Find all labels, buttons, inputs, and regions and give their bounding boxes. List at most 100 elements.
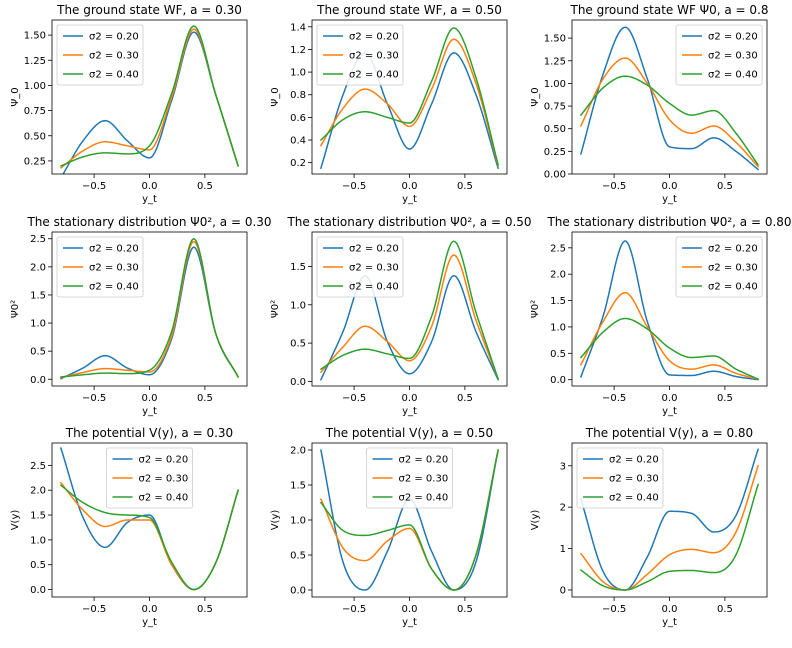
y-tick-label: 3	[560, 461, 566, 472]
series-line-3	[580, 317, 759, 380]
y-axis-label: Ψ0²	[10, 300, 21, 318]
x-axis-label: y_t	[402, 406, 417, 417]
y-tick-label: 1.25	[544, 56, 566, 67]
x-tick-label: 0.5	[457, 393, 473, 404]
legend-label-3: σ2 = 0.40	[399, 493, 449, 504]
y-tick-label: 0.6	[290, 113, 306, 124]
plot-area	[580, 448, 759, 591]
legend-frame	[56, 236, 144, 298]
legend-frame	[106, 447, 193, 509]
x-tick-label: 0.5	[197, 393, 213, 404]
series-line-2	[580, 291, 759, 380]
y-tick-label: 1.5	[550, 296, 566, 307]
x-axis-label: y_t	[662, 617, 677, 628]
x-tick-label: −0.5	[342, 393, 366, 404]
legend: σ2 = 0.20 σ2 = 0.30 σ2 = 0.40	[316, 24, 404, 86]
series-line-3	[60, 237, 239, 378]
legend-label-2: σ2 = 0.30	[609, 474, 659, 485]
legend-label-3: σ2 = 0.40	[89, 70, 139, 81]
y-tick-label: 0.25	[24, 156, 46, 167]
y-axis-label: Ψ0²	[270, 300, 281, 318]
legend: σ2 = 0.20 σ2 = 0.30 σ2 = 0.40	[106, 447, 193, 509]
legend-frame	[675, 24, 763, 86]
x-axis-label: y_t	[402, 617, 417, 628]
legend-frame	[316, 236, 404, 298]
y-tick-label: 0.0	[30, 585, 46, 596]
subplot-3: The ground state WF Ψ0, a = 0.8 −0.5 0.0 0.…	[530, 3, 769, 205]
legend: σ2 = 0.20 σ2 = 0.30 σ2 = 0.40	[56, 236, 144, 298]
legend: σ2 = 0.20 σ2 = 0.30 σ2 = 0.40	[576, 447, 664, 509]
x-tick-label: 0.0	[662, 393, 678, 404]
legend-label-2: σ2 = 0.30	[708, 263, 758, 274]
y-tick-label: 0	[560, 585, 566, 596]
x-tick-label: 0.0	[402, 181, 418, 192]
y-tick-label: 0.4	[290, 136, 306, 147]
panel-title: The stationary distribution Ψ0², a = 0.8…	[546, 215, 791, 229]
y-tick-label: 0.75	[24, 106, 46, 117]
y-tick-label: 0.0	[290, 586, 306, 597]
y-tick-label: 2.0	[30, 486, 46, 497]
x-tick-label: 0.0	[662, 181, 678, 192]
x-tick-label: 0.0	[142, 604, 158, 615]
legend-label-3: σ2 = 0.40	[89, 282, 139, 293]
subplot-6: The stationary distribution Ψ0², a = 0.8…	[530, 215, 792, 417]
series-line-1	[320, 274, 499, 381]
legend-label-1: σ2 = 0.20	[399, 455, 449, 466]
panel-title: The ground state WF, a = 0.50	[316, 3, 502, 17]
y-axis-label: V(y)	[10, 510, 21, 531]
y-tick-label: 2	[560, 503, 566, 514]
legend-frame	[576, 447, 664, 509]
series-line-3	[320, 449, 499, 591]
x-tick-label: −0.5	[602, 604, 626, 615]
series-line-3	[580, 483, 759, 591]
y-tick-label: 0.5	[290, 339, 306, 350]
series-line-2	[580, 465, 759, 591]
plot-area	[60, 447, 239, 591]
x-tick-label: −0.5	[82, 181, 106, 192]
y-tick-label: 1.50	[544, 34, 566, 45]
y-tick-label: 1.0	[290, 516, 306, 527]
legend-label-1: σ2 = 0.20	[708, 32, 758, 43]
y-axis-label: Ψ0²	[530, 300, 541, 318]
y-axis-label: Ψ_0	[10, 87, 21, 106]
x-tick-label: 0.0	[402, 604, 418, 615]
legend-frame	[56, 24, 144, 86]
legend-label-1: σ2 = 0.20	[349, 244, 399, 255]
legend-frame	[316, 24, 404, 86]
x-axis-label: y_t	[142, 406, 157, 417]
y-tick-label: 1.00	[24, 81, 46, 92]
series-line-3	[60, 484, 239, 591]
legend-label-3: σ2 = 0.40	[708, 70, 758, 81]
legend-label-2: σ2 = 0.30	[349, 51, 399, 62]
legend-label-1: σ2 = 0.20	[708, 244, 758, 255]
x-tick-label: −0.5	[342, 181, 366, 192]
x-tick-label: −0.5	[602, 393, 626, 404]
panel-title: The stationary distribution Ψ0², a = 0.5…	[286, 215, 531, 229]
subplot-8: The potential V(y), a = 0.50 −0.5 0.0 0.5 0.…	[270, 426, 508, 628]
plot-area	[580, 26, 759, 171]
legend-label-2: σ2 = 0.30	[399, 474, 449, 485]
series-line-2	[320, 38, 499, 167]
y-tick-label: 0.8	[290, 90, 306, 101]
series-line-3	[320, 27, 499, 166]
x-axis-label: y_t	[142, 194, 157, 205]
x-tick-label: 0.5	[197, 604, 213, 615]
legend-label-1: σ2 = 0.20	[609, 455, 659, 466]
y-tick-label: 1.0	[550, 322, 566, 333]
legend-label-1: σ2 = 0.20	[89, 244, 139, 255]
y-tick-label: 1.4	[290, 22, 306, 33]
series-line-2	[580, 57, 759, 168]
y-tick-label: 0.50	[544, 124, 566, 135]
y-tick-label: 1.0	[30, 535, 46, 546]
y-tick-label: 2.5	[30, 461, 46, 472]
legend: σ2 = 0.20 σ2 = 0.30 σ2 = 0.40	[675, 236, 763, 298]
y-tick-label: 0.0	[550, 375, 566, 386]
subplot-9: The potential V(y), a = 0.80 −0.5 0.0 0.5 0 1…	[530, 426, 768, 628]
legend-label-2: σ2 = 0.30	[139, 474, 189, 485]
y-tick-label: 0.5	[550, 349, 566, 360]
x-tick-label: 0.5	[457, 181, 473, 192]
y-tick-label: 1.5	[290, 262, 306, 273]
y-tick-label: 1.00	[544, 79, 566, 90]
x-tick-label: 0.0	[402, 393, 418, 404]
